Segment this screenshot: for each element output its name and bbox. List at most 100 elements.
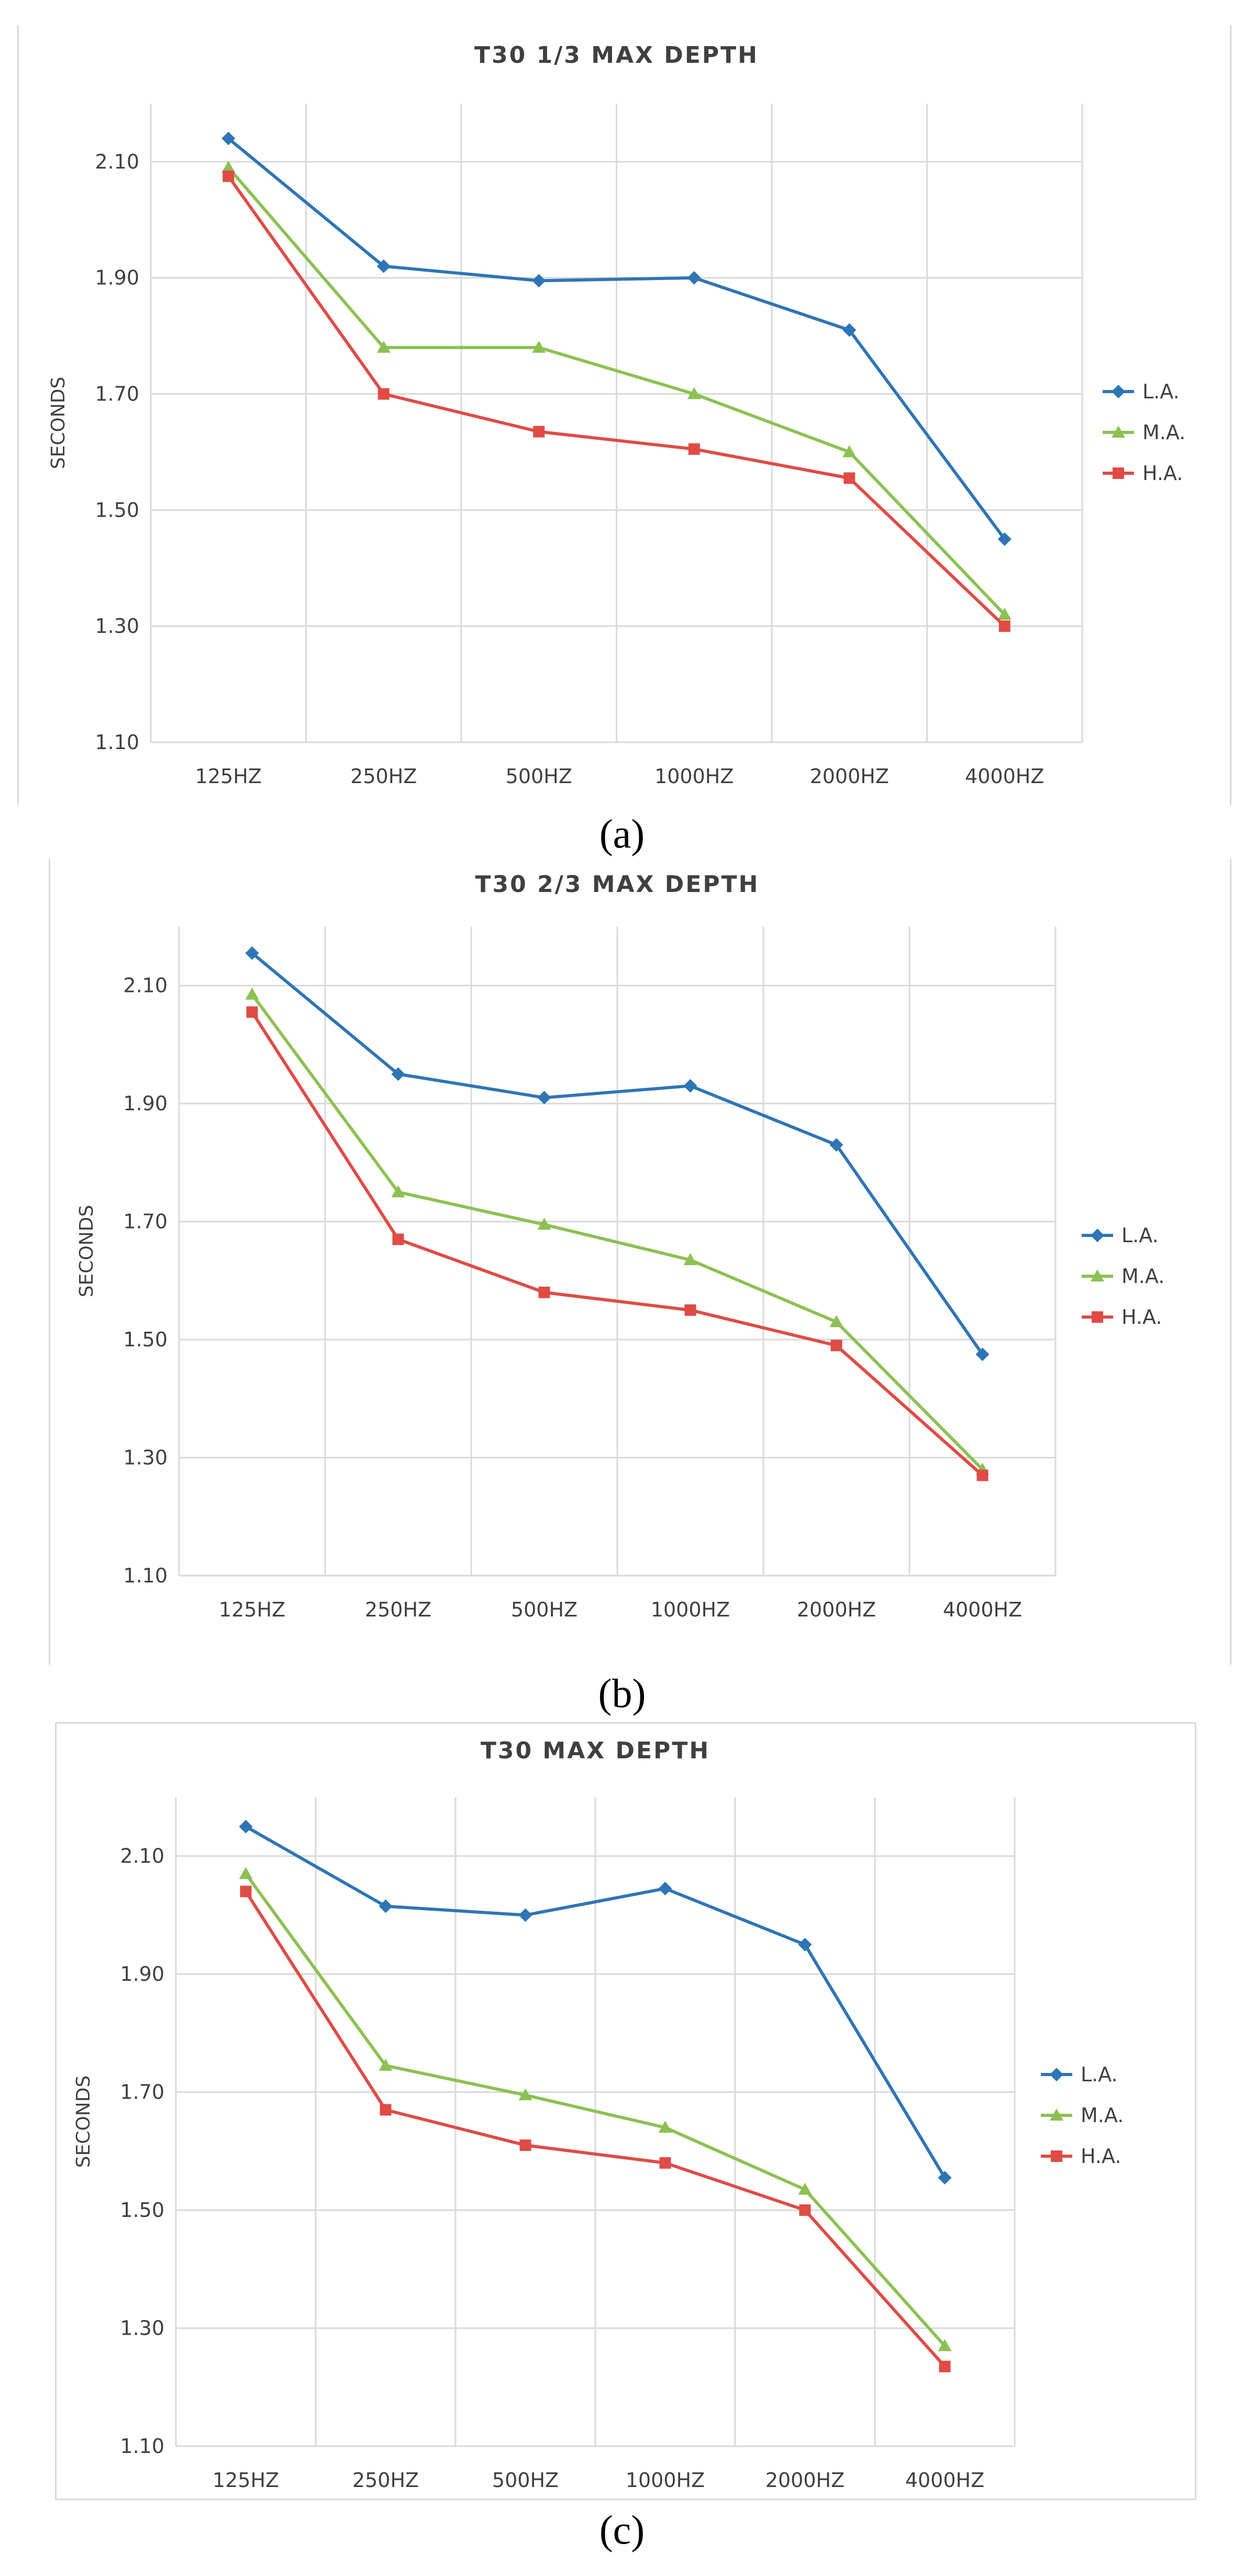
chart-b-legend-label-ha: H.A. [1121, 1306, 1162, 1329]
chart-b-ytick-label: 1.90 [123, 1092, 168, 1115]
chart-a-ylabel: SECONDS [48, 377, 69, 470]
chart-a-ytick-label: 1.50 [95, 498, 139, 521]
chart-c-point-la [798, 1937, 812, 1951]
chart-a-legend-label-la: L.A. [1142, 380, 1180, 403]
chart-c-legend-label-ha: H.A. [1081, 2145, 1121, 2168]
chart-c-point-la [658, 1881, 672, 1895]
chart-b-point-la [829, 1138, 843, 1152]
chart-b-point-ma [391, 1185, 405, 1198]
chart-a-legend-marker-ha [1113, 467, 1124, 479]
chart-b-point-ha [246, 1006, 258, 1018]
chart-b-legend-label-la: L.A. [1121, 1224, 1159, 1247]
chart-c-point-ha [519, 2139, 531, 2151]
chart-a-legend-label-ha: H.A. [1142, 462, 1183, 485]
chart-a-point-ha [533, 426, 545, 438]
chart-b-legend-marker-ha [1092, 1311, 1103, 1323]
chart-a-point-la [842, 323, 857, 337]
chart-a-svg: T30 1/3 MAX DEPTH 1.10 1.30 1.50 1.70 1.90 2.1… [48, 42, 1185, 788]
chart-b-svg: T30 2/3 MAX DEPTH 1.10 1.30 1.50 1.70 1.90 2.1… [76, 871, 1164, 1621]
chart-a-xtick-label: 4000HZ [965, 765, 1044, 788]
chart-a-point-ha [843, 472, 856, 484]
chart-c-point-ha [939, 2360, 951, 2372]
chart-c-point-la [938, 2171, 952, 2185]
chart-b-point-ha [684, 1304, 696, 1316]
chart-c-legend-label-ma: M.A. [1081, 2104, 1124, 2127]
chart-a-point-ha [377, 388, 390, 400]
chart-a-xtick-label: 500HZ [506, 765, 572, 788]
chart-c-point-ma [518, 2088, 532, 2101]
panel-label-a: (a) [599, 811, 645, 856]
chart-a-legend-marker-la [1112, 385, 1125, 398]
chart-a-point-ma [687, 387, 701, 399]
chart-a-series-line-la [227, 137, 1006, 540]
chart-c-point-la [239, 1820, 253, 1834]
chart-panel-a: T30 1/3 MAX DEPTH 1.10 1.30 1.50 1.70 1.90 2.1… [17, 25, 1231, 805]
chart-b-xtick-label: 2000HZ [797, 1598, 876, 1621]
chart-b-title: T30 2/3 MAX DEPTH [475, 871, 760, 898]
chart-b-xtick-label: 250HZ [365, 1598, 431, 1621]
chart-c-xtick-label: 2000HZ [765, 2469, 845, 2492]
chart-b-legend-marker-la [1091, 1229, 1104, 1242]
chart-a-series-line-ma [227, 166, 1006, 616]
chart-a-ytick-label: 1.70 [95, 383, 139, 406]
chart-b-point-ha [538, 1286, 550, 1298]
chart-c-xtick-label: 4000HZ [905, 2469, 984, 2492]
chart-b-ytick-label: 1.70 [123, 1210, 168, 1233]
chart-c-ytick-label: 1.50 [120, 2199, 164, 2222]
chart-b-ytick-label: 1.10 [123, 1564, 168, 1587]
chart-c-point-ha [240, 1886, 252, 1898]
chart-b-legend-label-ma: M.A. [1121, 1265, 1164, 1288]
chart-c-point-ma [938, 2339, 952, 2351]
chart-b-ylabel: SECONDS [76, 1205, 97, 1298]
chart-a-point-ma [376, 340, 391, 353]
chart-b-ytick-label: 1.50 [123, 1328, 168, 1351]
chart-c-ytick-label: 1.30 [120, 2317, 164, 2340]
chart-c-legend-label-la: L.A. [1081, 2063, 1118, 2086]
chart-a-point-ma [997, 608, 1012, 620]
chart-a-point-ha [998, 620, 1010, 632]
chart-b-point-la [245, 946, 259, 960]
chart-c-ytick-label: 2.10 [120, 1845, 164, 1868]
chart-b-legend-marker-ma [1091, 1269, 1104, 1281]
chart-c-point-ha [659, 2157, 671, 2169]
chart-b-point-ha [976, 1469, 988, 1481]
panel-label-c: (c) [599, 2507, 645, 2552]
chart-a-ytick-label: 1.30 [95, 615, 139, 638]
chart-a-point-la [376, 259, 391, 273]
chart-b-point-la [537, 1090, 551, 1105]
chart-a-point-ha [223, 170, 235, 182]
chart-b-point-la [391, 1067, 405, 1081]
chart-a-xtick-label: 1000HZ [654, 765, 734, 788]
chart-b-xtick-label: 1000HZ [651, 1598, 730, 1621]
chart-c-ytick-label: 1.70 [120, 2081, 164, 2104]
chart-a-point-la [997, 532, 1012, 546]
chart-c-series-line-ha [244, 1890, 946, 2368]
chart-c-xtick-label: 500HZ [492, 2469, 559, 2492]
chart-b-point-ha [392, 1233, 404, 1245]
chart-c-ytick-label: 1.10 [120, 2435, 164, 2458]
chart-b-series-line-ha [250, 1011, 984, 1477]
chart-b-ytick-label: 2.10 [123, 974, 168, 997]
chart-c-svg: T30 MAX DEPTH 1.10 1.30 1.50 1.70 1.90 2.10 125… [73, 1737, 1124, 2492]
chart-b-xtick-label: 4000HZ [943, 1598, 1022, 1621]
panel-label-b: (b) [598, 1670, 646, 1716]
chart-c-point-la [379, 1899, 393, 1913]
chart-c-point-ma [658, 2121, 672, 2133]
chart-c-point-ma [798, 2182, 812, 2195]
chart-a-point-la [687, 271, 701, 285]
chart-b-ytick-label: 1.30 [123, 1446, 168, 1469]
chart-a-point-ma [221, 161, 236, 173]
chart-c-legend-marker-ma [1050, 2109, 1063, 2121]
chart-c-series-line-ma [245, 1872, 946, 2347]
chart-c-xtick-label: 125HZ [213, 2469, 279, 2492]
chart-panel-c: T30 MAX DEPTH 1.10 1.30 1.50 1.70 1.90 2.10 125… [55, 1722, 1196, 2500]
chart-b-point-la [683, 1079, 697, 1093]
chart-c-xtick-label: 250HZ [352, 2469, 419, 2492]
chart-a-point-ma [842, 445, 857, 458]
chart-b-point-ha [830, 1340, 842, 1352]
chart-b-point-ma [683, 1253, 697, 1265]
chart-c-legend-marker-la [1050, 2068, 1063, 2081]
chart-a-point-la [532, 274, 546, 288]
chart-b-xtick-label: 125HZ [219, 1598, 285, 1621]
chart-panel-b: T30 2/3 MAX DEPTH 1.10 1.30 1.50 1.70 1.90 2.1… [49, 858, 1231, 1665]
